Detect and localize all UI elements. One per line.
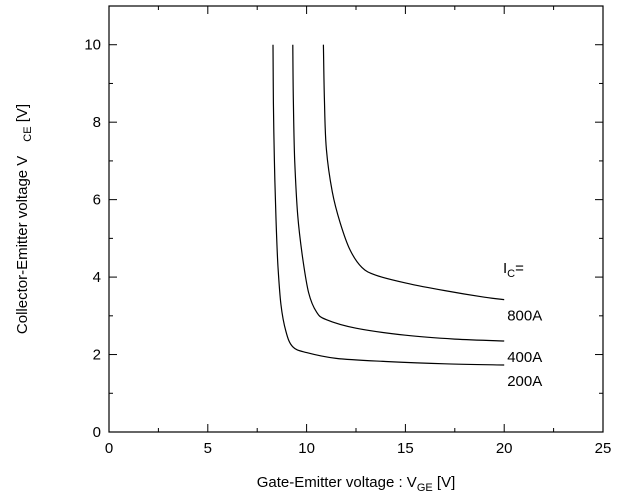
legend-header-main: I	[503, 260, 507, 277]
y-tick-label: 2	[93, 347, 101, 364]
x-tick-label: 10	[298, 440, 315, 457]
series-labels: 800A 400A 200A	[507, 308, 542, 390]
y-axis-tick-labels: 0 2 4 6 8 10	[84, 37, 101, 441]
series-label-800a: 800A	[507, 308, 542, 325]
series-line-400a	[292, 44, 505, 342]
y-tick-label: 6	[93, 192, 101, 209]
x-axis-title-unit: [V]	[433, 474, 456, 491]
x-tick-label: 5	[204, 440, 212, 457]
series-lines	[272, 44, 505, 366]
series-line-200a	[272, 44, 505, 366]
y-axis-title-unit: [V]	[14, 104, 31, 127]
y-tick-label: 0	[93, 424, 101, 441]
plot-frame	[108, 5, 604, 433]
x-tick-label: 20	[496, 440, 513, 457]
series-label-400a: 400A	[507, 349, 542, 366]
legend-header: IC=	[503, 260, 524, 280]
y-axis-title-main: Collector-Emitter voltage V	[14, 156, 31, 334]
y-tick-label: 8	[93, 114, 101, 131]
y-axis-ticks	[109, 5, 603, 433]
x-axis-ticks	[108, 6, 604, 432]
legend-header-suffix: =	[515, 260, 524, 277]
x-tick-label: 15	[397, 440, 414, 457]
x-axis-title-sub: GE	[417, 482, 433, 494]
x-axis-tick-labels: 0 5 10 15 20 25	[105, 440, 612, 457]
y-axis-title-sub: CE	[22, 126, 34, 141]
y-axis-title: Collector-Emitter voltage V CE [V]	[14, 104, 34, 334]
series-line-800a	[322, 44, 505, 301]
x-axis-title-main: Gate-Emitter voltage : V	[257, 474, 417, 491]
x-axis-title: Gate-Emitter voltage : VGE [V]	[257, 474, 456, 494]
x-tick-label: 25	[595, 440, 612, 457]
x-tick-label: 0	[105, 440, 113, 457]
y-tick-label: 10	[84, 37, 101, 54]
legend-header-sub: C	[507, 268, 515, 280]
y-tick-label: 4	[93, 269, 101, 286]
series-label-200a: 200A	[507, 373, 542, 390]
